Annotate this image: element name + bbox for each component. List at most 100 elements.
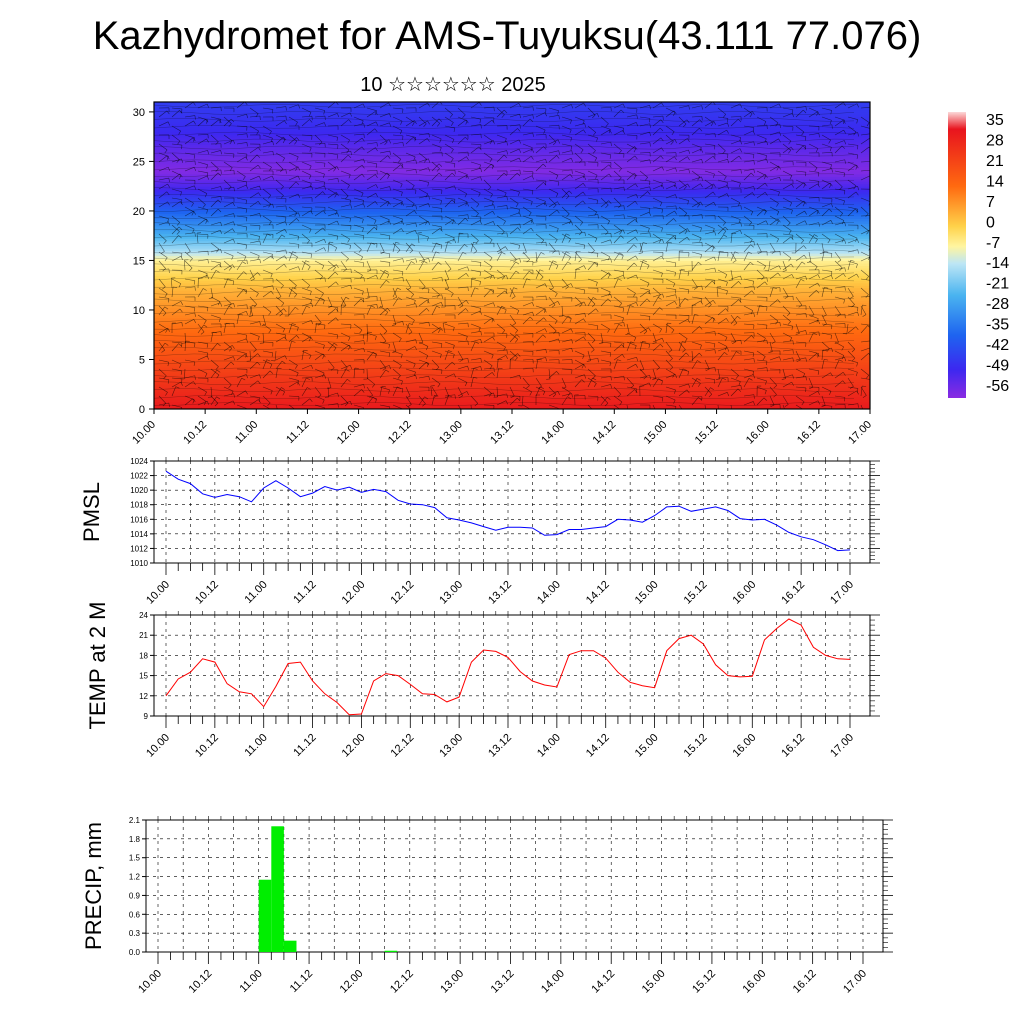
wind-barb <box>639 232 650 235</box>
wind-barb <box>561 386 571 393</box>
wind-barb <box>834 267 845 271</box>
wind-barb <box>249 272 258 280</box>
wind-barb-flag <box>671 329 675 334</box>
wind-barb-flag <box>568 190 573 194</box>
wind-barb-flag <box>257 201 261 205</box>
wind-barb <box>795 179 806 185</box>
wind-barb <box>691 395 702 398</box>
wind-barb-flag <box>415 375 418 380</box>
wind-barb <box>600 272 609 280</box>
wind-barb <box>418 308 427 316</box>
wind-barb-flag <box>576 250 581 253</box>
wind-barb-flag <box>317 322 322 326</box>
wind-barb <box>405 258 416 262</box>
wind-barb <box>470 305 481 309</box>
wind-barb-flag <box>711 247 715 252</box>
wind-barb-flag <box>179 110 183 114</box>
temperature-band <box>154 213 870 217</box>
wind-barb-flag <box>753 394 755 399</box>
wind-barb-flag <box>193 154 196 159</box>
wind-barb <box>782 349 793 352</box>
wind-barb <box>431 377 441 385</box>
wind-barb <box>613 130 624 136</box>
wind-barb-flag <box>530 219 533 224</box>
wind-barb-flag <box>684 338 688 343</box>
wind-barb <box>561 215 572 221</box>
wind-barb <box>639 298 648 307</box>
wind-barb-flag <box>269 370 274 374</box>
wind-barb <box>353 197 364 201</box>
wind-barb <box>171 173 181 181</box>
wind-barb <box>327 192 337 199</box>
wind-barb <box>691 105 702 109</box>
wind-barb <box>587 350 591 361</box>
wind-barb <box>561 116 572 121</box>
wind-barb <box>262 175 273 181</box>
wind-barb <box>678 149 689 154</box>
wind-barb-flag <box>619 401 623 406</box>
wind-barb <box>405 323 410 334</box>
wind-barb <box>470 331 481 334</box>
wind-barb <box>509 334 517 343</box>
wind-barb <box>275 263 285 271</box>
wind-barb-flag <box>814 167 818 172</box>
wind-barb <box>782 183 792 190</box>
wind-barb <box>782 295 793 298</box>
wind-barb <box>249 224 260 227</box>
wind-barb <box>496 368 499 379</box>
wind-barb <box>392 386 403 389</box>
x-tick-label: 10.00 <box>144 579 172 607</box>
y-tick-label: 1024 <box>130 457 148 466</box>
wind-barb-flag <box>841 220 845 225</box>
wind-barb-flag <box>161 349 165 353</box>
wind-barb-flag <box>661 272 663 277</box>
wind-barb-flag <box>333 167 337 172</box>
wind-barb-flag <box>609 154 612 159</box>
wind-barb <box>366 305 372 316</box>
wind-barb <box>470 242 478 252</box>
wind-barb <box>431 327 441 334</box>
wind-barb-flag <box>467 365 470 370</box>
wind-barb-flag <box>415 169 417 174</box>
wind-barb-flag <box>830 335 833 340</box>
wind-barb <box>509 169 520 172</box>
wind-barb-flag <box>649 375 651 380</box>
wind-barb-flag <box>410 294 414 298</box>
wind-barb <box>847 368 858 373</box>
wind-barb <box>795 134 806 137</box>
wind-barb <box>808 206 819 211</box>
wind-barb <box>496 341 506 348</box>
wind-barb <box>197 250 208 253</box>
wind-barb <box>431 188 442 191</box>
wind-barb <box>548 391 558 397</box>
wind-barb-flag <box>452 327 455 332</box>
wind-barb <box>847 273 857 280</box>
wind-barb <box>197 305 208 308</box>
wind-barb <box>236 224 247 228</box>
wind-barb <box>340 344 350 352</box>
wind-barb-flag <box>475 341 479 344</box>
wind-barb <box>847 377 854 387</box>
wind-barb <box>210 287 214 298</box>
temperature-band <box>154 376 870 380</box>
wind-barb <box>626 215 637 219</box>
wind-barb-flag <box>400 164 404 168</box>
wind-barb <box>821 197 833 199</box>
wind-barb-flag <box>336 192 339 196</box>
wind-barb <box>678 341 683 352</box>
wind-barb <box>496 242 502 253</box>
wind-barb <box>678 389 688 397</box>
wind-barb <box>496 107 505 115</box>
wind-barb-flag <box>374 336 377 341</box>
wind-barb <box>431 350 442 355</box>
x-tick-label: 10.12 <box>187 968 215 996</box>
wind-barb-flag <box>531 148 535 153</box>
wind-barb <box>496 154 505 163</box>
wind-barb <box>483 289 492 298</box>
wind-barb <box>652 137 662 145</box>
wind-barb-flag <box>777 272 781 277</box>
wind-barb-flag <box>714 349 716 354</box>
wind-barb <box>743 262 751 271</box>
wind-barb <box>275 120 285 127</box>
wind-barb <box>171 287 174 298</box>
